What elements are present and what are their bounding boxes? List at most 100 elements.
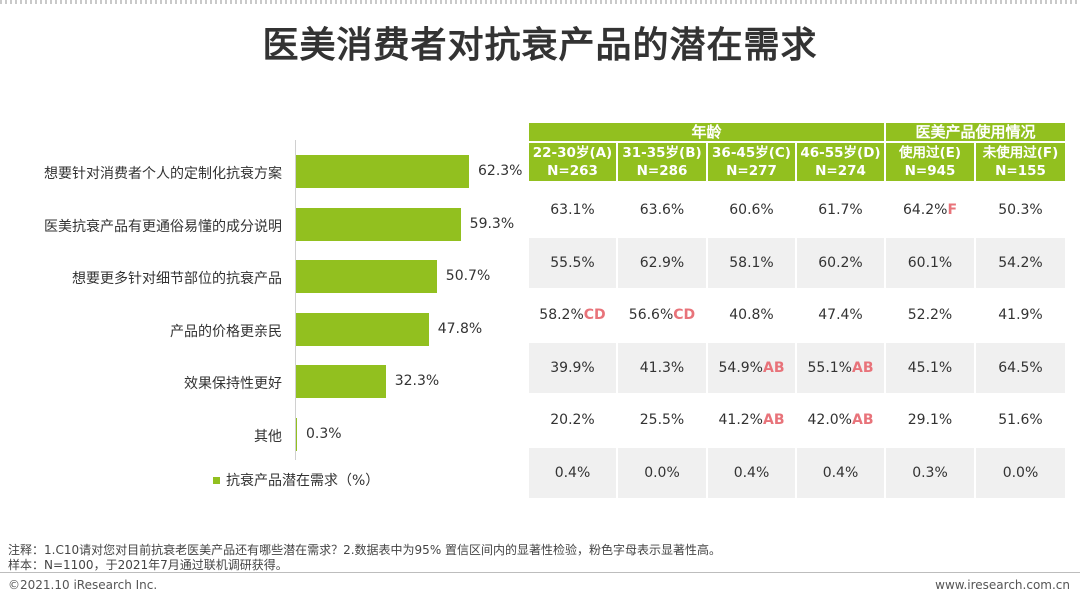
table-cell: 41.2% AB	[708, 395, 795, 445]
note-line-1: 注释：1.C10请对您对目前抗衰老医美产品还有哪些潜在需求？2.数据表中为95%…	[8, 543, 722, 557]
cell-value: 55.1%	[807, 359, 852, 376]
table-cell: 0.0%	[618, 447, 706, 498]
page-title: 医美消费者对抗衰产品的潜在需求	[262, 25, 818, 66]
column-header-label: 未使用过(F)	[982, 145, 1059, 161]
significance-mark: CD	[583, 307, 606, 323]
cell-value: 60.1%	[907, 254, 953, 271]
group-header-usage: 医美产品使用情况	[886, 123, 1065, 141]
top-dotted-border	[0, 0, 1080, 4]
table-cell: 51.6%	[976, 395, 1065, 445]
footer-url: www.iresearch.com.cn	[935, 578, 1070, 592]
column-header-n: N=274	[815, 163, 866, 179]
cell-value: 39.9%	[550, 359, 595, 376]
category-label: 其他	[254, 428, 282, 445]
cell-value: 0.4%	[733, 464, 770, 481]
cell-value: 64.5%	[998, 359, 1043, 376]
significance-mark: AB	[851, 412, 874, 428]
cell-value: 0.0%	[644, 464, 680, 481]
cell-value: 0.4%	[822, 464, 859, 481]
cell-value: 54.9%	[718, 359, 763, 376]
cell-value: 63.6%	[639, 202, 685, 218]
table-cell: 0.4%	[529, 447, 616, 498]
cell-value: 42.0%	[807, 412, 852, 428]
column-header-n: N=155	[995, 163, 1046, 179]
table-cell: 55.5%	[529, 237, 616, 288]
bar-value-label: 0.3%	[306, 425, 342, 442]
table-cell: 40.8%	[708, 290, 795, 340]
table-cell: 54.9% AB	[708, 342, 795, 393]
category-label: 产品的价格更亲民	[170, 323, 282, 340]
table-cell: 60.1%	[886, 237, 974, 288]
bar-value-label: 62.3%	[478, 163, 523, 179]
chart-legend: 抗衰产品潜在需求（%）	[213, 470, 379, 490]
cell-value: 45.1%	[907, 359, 953, 376]
cell-value: 52.2%	[907, 307, 953, 323]
cell-value: 47.4%	[818, 307, 863, 323]
table-cell: 64.5%	[976, 342, 1065, 393]
cell-value: 55.5%	[550, 254, 595, 271]
column-header: 使用过(E) N=945	[886, 143, 974, 181]
significance-mark: AB	[851, 359, 874, 376]
table-cell: 58.2% CD	[529, 290, 616, 340]
table-cell: 41.3%	[618, 342, 706, 393]
note-line-2: 样本：N=1100，于2021年7月通过联机调研获得。	[8, 558, 288, 572]
column-header-label: 使用过(E)	[898, 145, 962, 161]
cell-value: 41.3%	[639, 359, 685, 376]
table-cell: 54.2%	[976, 237, 1065, 288]
table-cell: 63.6%	[618, 185, 706, 235]
legend-label: 抗衰产品潜在需求（%）	[226, 473, 380, 489]
table-cell: 58.1%	[708, 237, 795, 288]
table-cell: 0.4%	[797, 447, 884, 498]
footer-divider	[0, 572, 1080, 573]
table-cell: 29.1%	[886, 395, 974, 445]
table-cell: 39.9%	[529, 342, 616, 393]
table-cell: 20.2%	[529, 395, 616, 445]
cell-value: 50.3%	[998, 202, 1043, 218]
cell-value: 20.2%	[550, 412, 595, 428]
significance-mark: F	[947, 202, 958, 218]
column-header: 31-35岁(B) N=286	[618, 143, 706, 181]
table-cell: 60.2%	[797, 237, 884, 288]
cell-value: 54.2%	[998, 254, 1043, 271]
category-label: 想要针对消费者个人的定制化抗衰方案	[44, 166, 282, 182]
category-label: 想要更多针对细节部位的抗衰产品	[72, 271, 282, 287]
table-cell: 52.2%	[886, 290, 974, 340]
table-cell: 42.0% AB	[797, 395, 884, 445]
category-label: 效果保持性更好	[184, 376, 282, 392]
table-cell: 63.1%	[529, 185, 616, 235]
table-cell: 41.9%	[976, 290, 1065, 340]
bar-value-label: 50.7%	[445, 268, 491, 284]
chart-axis-line	[295, 140, 296, 460]
significance-mark: AB	[762, 412, 785, 428]
bar	[296, 312, 429, 346]
cell-value: 56.6%	[628, 307, 674, 323]
bar	[296, 207, 461, 241]
legend-swatch	[213, 476, 220, 484]
cell-value: 58.2%	[539, 307, 584, 323]
cell-value: 63.1%	[550, 202, 595, 218]
column-header-n: N=277	[726, 163, 777, 179]
cell-value: 62.9%	[639, 254, 685, 271]
bar-value-label: 59.3%	[469, 215, 515, 232]
column-header-label: 31-35岁(B)	[622, 145, 702, 161]
bar	[296, 260, 437, 293]
table-cell: 61.7%	[797, 185, 884, 235]
bar-value-label: 47.8%	[437, 320, 483, 337]
group-header-age: 年龄	[529, 123, 884, 141]
cell-value: 64.2%	[902, 202, 948, 218]
cell-value: 0.3%	[912, 464, 948, 481]
column-header: 未使用过(F) N=155	[976, 143, 1065, 181]
column-header-n: N=945	[904, 163, 956, 179]
cell-value: 41.9%	[998, 307, 1043, 323]
table-cell: 56.6% CD	[618, 290, 706, 340]
category-label: 医美抗衰产品有更通俗易懂的成分说明	[44, 218, 282, 235]
cell-value: 58.1%	[729, 254, 774, 271]
bar	[296, 417, 297, 451]
table-cell: 64.2% F	[886, 185, 974, 235]
bar	[296, 155, 469, 188]
table-cell: 45.1%	[886, 342, 974, 393]
table-cell: 0.0%	[976, 447, 1065, 498]
cell-value: 41.2%	[718, 412, 763, 428]
table-cell: 0.4%	[708, 447, 795, 498]
table-cell: 62.9%	[618, 237, 706, 288]
